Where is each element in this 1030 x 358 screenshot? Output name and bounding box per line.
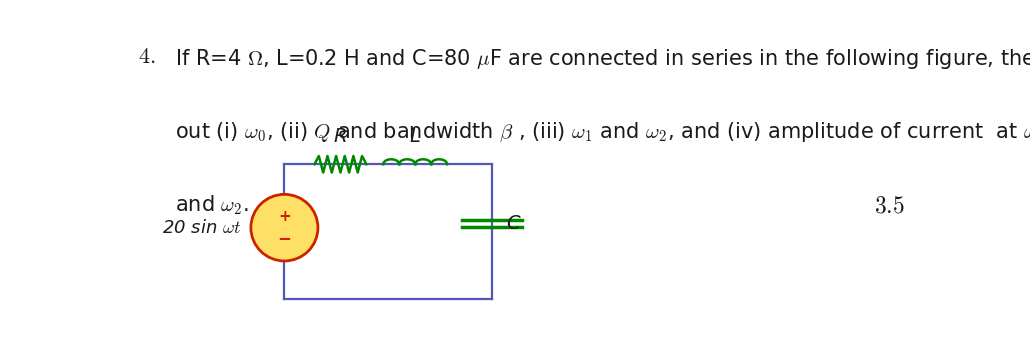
Text: −: − — [277, 229, 291, 247]
Text: and $\omega_2$.: and $\omega_2$. — [175, 193, 249, 217]
Text: +: + — [278, 209, 290, 224]
Text: L: L — [410, 127, 420, 146]
Text: C: C — [507, 214, 520, 233]
Text: R: R — [334, 127, 347, 146]
Ellipse shape — [251, 194, 318, 261]
Text: $\mathbf{4.}$: $\mathbf{4.}$ — [138, 47, 156, 67]
Text: 20 sin $\omega t$: 20 sin $\omega t$ — [162, 219, 241, 237]
Text: out (i) $\omega_0$, (ii) $Q$ and bandwidth $\beta$ , (iii) $\omega_1$ and $\omeg: out (i) $\omega_0$, (ii) $Q$ and bandwid… — [175, 120, 1030, 144]
Text: If R=4 $\Omega$, L=0.2 H and C=80 $\mu$F are connected in series in the followin: If R=4 $\Omega$, L=0.2 H and C=80 $\mu$F… — [175, 47, 1030, 71]
Text: $\mathbf{3.5}$: $\mathbf{3.5}$ — [873, 193, 904, 217]
